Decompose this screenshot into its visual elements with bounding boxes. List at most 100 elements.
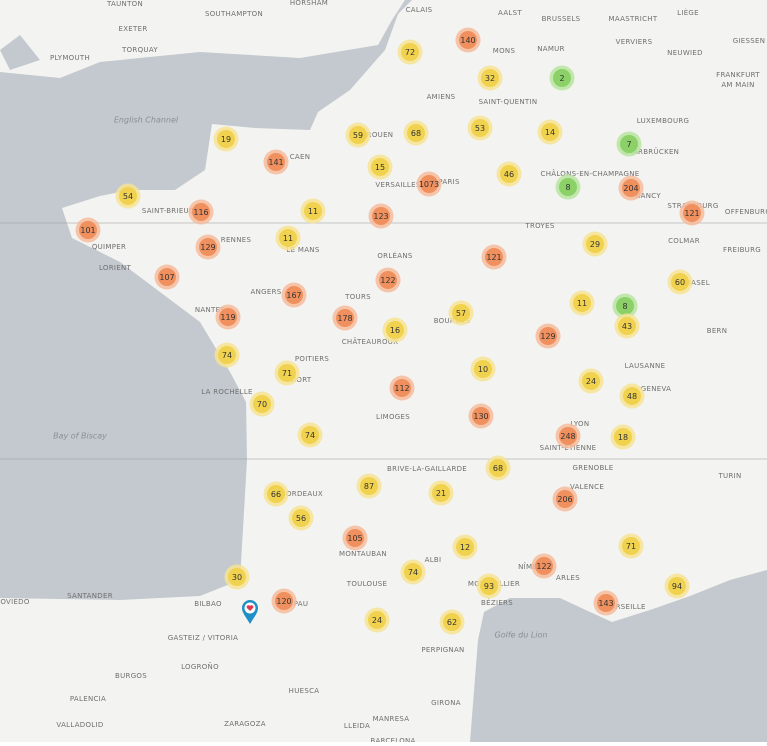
- cluster-core: [556, 490, 574, 508]
- cluster[interactable]: 48: [619, 383, 645, 409]
- cluster-core: [616, 297, 634, 315]
- cluster[interactable]: 46: [496, 161, 522, 187]
- cluster[interactable]: 116: [188, 199, 214, 225]
- cluster[interactable]: 21: [428, 480, 454, 506]
- cluster[interactable]: 8: [555, 174, 581, 200]
- location-pin[interactable]: [242, 600, 258, 624]
- cluster[interactable]: 122: [375, 267, 401, 293]
- cluster-count: 1073: [419, 180, 439, 189]
- place-label: CALAIS: [406, 6, 433, 14]
- cluster-count: 101: [80, 226, 95, 235]
- cluster[interactable]: 16: [382, 317, 408, 343]
- place-label: GASTEIZ / VITORIA: [168, 634, 238, 642]
- cluster-core: [474, 360, 492, 378]
- cluster-core: [393, 379, 411, 397]
- cluster[interactable]: 2: [549, 65, 575, 91]
- cluster[interactable]: 204: [618, 175, 644, 201]
- cluster[interactable]: 62: [439, 609, 465, 635]
- cluster[interactable]: 74: [400, 559, 426, 585]
- place-label: TOULOUSE: [346, 580, 387, 588]
- cluster-count: 57: [456, 309, 466, 318]
- cluster[interactable]: 60: [667, 269, 693, 295]
- cluster[interactable]: 143: [593, 590, 619, 616]
- cluster[interactable]: 129: [535, 323, 561, 349]
- cluster[interactable]: 12: [452, 534, 478, 560]
- place-label: BRUSSELS: [542, 15, 581, 23]
- cluster[interactable]: 130: [468, 403, 494, 429]
- cluster[interactable]: 59: [345, 122, 371, 148]
- cluster-count: 10: [478, 365, 488, 374]
- place-label: LA ROCHELLE: [201, 388, 253, 396]
- cluster[interactable]: 93: [476, 573, 502, 599]
- cluster-count: 121: [486, 253, 501, 262]
- cluster[interactable]: 56: [288, 505, 314, 531]
- cluster[interactable]: 57: [448, 300, 474, 326]
- cluster-count: 62: [447, 618, 457, 627]
- cluster[interactable]: 7: [616, 131, 642, 157]
- cluster[interactable]: 19: [213, 126, 239, 152]
- cluster[interactable]: 121: [481, 244, 507, 270]
- cluster[interactable]: 15: [367, 154, 393, 180]
- place-label: TROYES: [524, 222, 554, 230]
- cluster[interactable]: 72: [397, 39, 423, 65]
- cluster[interactable]: 8: [612, 293, 638, 319]
- cluster[interactable]: 66: [263, 481, 289, 507]
- sea-label: Bay of Biscay: [53, 432, 107, 441]
- cluster[interactable]: 71: [618, 533, 644, 559]
- place-label: GIESSEN: [733, 37, 766, 45]
- cluster[interactable]: 129: [195, 234, 221, 260]
- cluster[interactable]: 206: [552, 486, 578, 512]
- cluster[interactable]: 10: [470, 356, 496, 382]
- cluster[interactable]: 24: [578, 368, 604, 394]
- cluster[interactable]: 107: [154, 264, 180, 290]
- cluster-core: [432, 484, 450, 502]
- cluster[interactable]: 30: [224, 564, 250, 590]
- cluster[interactable]: 29: [582, 231, 608, 257]
- cluster[interactable]: 54: [115, 183, 141, 209]
- cluster[interactable]: 178: [332, 305, 358, 331]
- cluster[interactable]: 68: [403, 120, 429, 146]
- cluster[interactable]: 101: [75, 217, 101, 243]
- cluster-core: [386, 321, 404, 339]
- cluster[interactable]: 248: [555, 423, 581, 449]
- place-label: BILBAO: [194, 600, 222, 608]
- cluster[interactable]: 94: [664, 573, 690, 599]
- cluster[interactable]: 32: [477, 65, 503, 91]
- cluster[interactable]: 122: [531, 553, 557, 579]
- cluster[interactable]: 121: [679, 200, 705, 226]
- cluster[interactable]: 53: [467, 115, 493, 141]
- place-label: OVIEDO: [0, 598, 30, 606]
- cluster[interactable]: 119: [215, 304, 241, 330]
- cluster[interactable]: 167: [281, 282, 307, 308]
- cluster-count: 143: [598, 599, 613, 608]
- cluster[interactable]: 18: [610, 424, 636, 450]
- cluster[interactable]: 105: [342, 525, 368, 551]
- cluster-core: [372, 207, 390, 225]
- cluster-count: 29: [590, 240, 600, 249]
- cluster[interactable]: 87: [356, 473, 382, 499]
- cluster[interactable]: 123: [368, 203, 394, 229]
- cluster[interactable]: 68: [485, 455, 511, 481]
- cluster[interactable]: 11: [569, 290, 595, 316]
- cluster-core: [489, 459, 507, 477]
- place-label: TAUNTON: [106, 0, 143, 8]
- place-label: BARCELONA: [370, 737, 415, 742]
- cluster[interactable]: 120: [271, 588, 297, 614]
- place-label: PALENCIA: [70, 695, 106, 703]
- place-label: MONTAUBAN: [339, 550, 387, 558]
- cluster[interactable]: 71: [274, 360, 300, 386]
- cluster[interactable]: 11: [300, 198, 326, 224]
- cluster[interactable]: 141: [263, 149, 289, 175]
- cluster[interactable]: 140: [455, 27, 481, 53]
- cluster[interactable]: 74: [297, 422, 323, 448]
- cluster[interactable]: 112: [389, 375, 415, 401]
- place-label: SAINT-BRIEUC: [142, 207, 194, 215]
- cluster[interactable]: 43: [614, 313, 640, 339]
- cluster[interactable]: 74: [214, 342, 240, 368]
- cluster[interactable]: 1073: [416, 171, 442, 197]
- cluster[interactable]: 14: [537, 119, 563, 145]
- cluster[interactable]: 70: [249, 391, 275, 417]
- cluster[interactable]: 24: [364, 607, 390, 633]
- cluster-count: 32: [485, 74, 495, 83]
- cluster[interactable]: 11: [275, 225, 301, 251]
